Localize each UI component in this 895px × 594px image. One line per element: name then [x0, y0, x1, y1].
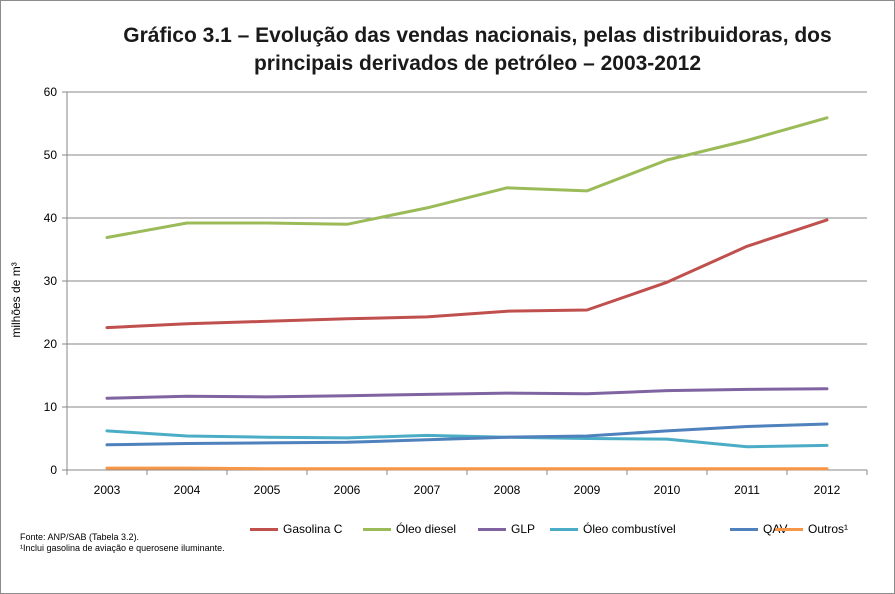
x-tick-label: 2003: [94, 483, 121, 497]
legend-item: GLP: [478, 520, 535, 538]
x-tick-label: 2007: [414, 483, 441, 497]
source-text: Fonte: ANP/SAB (Tabela 3.2).: [20, 532, 140, 542]
x-tick-label: 2009: [574, 483, 601, 497]
chart-title-line-2: principais derivados de petróleo – 2003-…: [253, 52, 702, 75]
x-tick-label: 2011: [734, 483, 760, 497]
source-note: Fonte: ANP/SAB (Tabela 3.2). ¹Inclui gas…: [20, 532, 225, 554]
y-tick-label: 0: [50, 463, 57, 477]
x-tick-label: 2012: [814, 483, 841, 497]
y-tick-label: 10: [44, 400, 58, 414]
legend-label: Outros¹: [808, 522, 849, 536]
chart-title: Gráfico 3.1 – Evolução das vendas nacion…: [60, 22, 895, 78]
legend-label: Gasolina C: [283, 522, 343, 536]
x-tick-label: 2006: [334, 483, 361, 497]
legend-label: GLP: [511, 522, 536, 536]
series-lines: [105, 116, 829, 471]
legend-item: Óleo combustível: [550, 520, 676, 538]
y-tick-label: 30: [44, 274, 58, 288]
series-line: [105, 218, 829, 330]
footnote-text: ¹Inclui gasolina de aviação e querosene …: [20, 543, 225, 553]
legend-swatch: [363, 527, 391, 531]
y-tick-label: 40: [44, 211, 58, 225]
legend-swatch: [250, 527, 278, 531]
series-line: [105, 422, 829, 447]
legend-swatch: [730, 527, 758, 531]
legend-swatch: [478, 527, 506, 531]
x-tick-label: 2005: [254, 483, 281, 497]
y-tick-label: 60: [44, 85, 58, 99]
y-axis-label: milhões de m³: [9, 262, 23, 337]
x-tick-label: 2010: [654, 483, 681, 497]
legend-swatch: [550, 527, 578, 531]
y-tick-label: 50: [44, 148, 58, 162]
legend: Gasolina C Óleo diesel GLP Óleo combustível…: [250, 520, 890, 540]
x-tick-label: 2008: [494, 483, 521, 497]
legend-label: Óleo combustível: [583, 522, 676, 536]
gridlines: [67, 91, 867, 408]
series-line: [105, 466, 829, 471]
legend-item: Gasolina C: [250, 520, 342, 538]
x-tick-label: 2004: [174, 483, 201, 497]
y-tick-label: 20: [44, 337, 58, 351]
series-line: [105, 387, 829, 400]
series-line: [105, 429, 829, 449]
chart-title-line-1: Gráfico 3.1 – Evolução das vendas nacion…: [123, 24, 832, 47]
legend-item: Outros¹: [775, 520, 848, 538]
legend-item: Óleo diesel: [363, 520, 456, 538]
series-line: [105, 116, 829, 239]
legend-swatch: [775, 527, 803, 531]
legend-label: Óleo diesel: [396, 522, 457, 536]
